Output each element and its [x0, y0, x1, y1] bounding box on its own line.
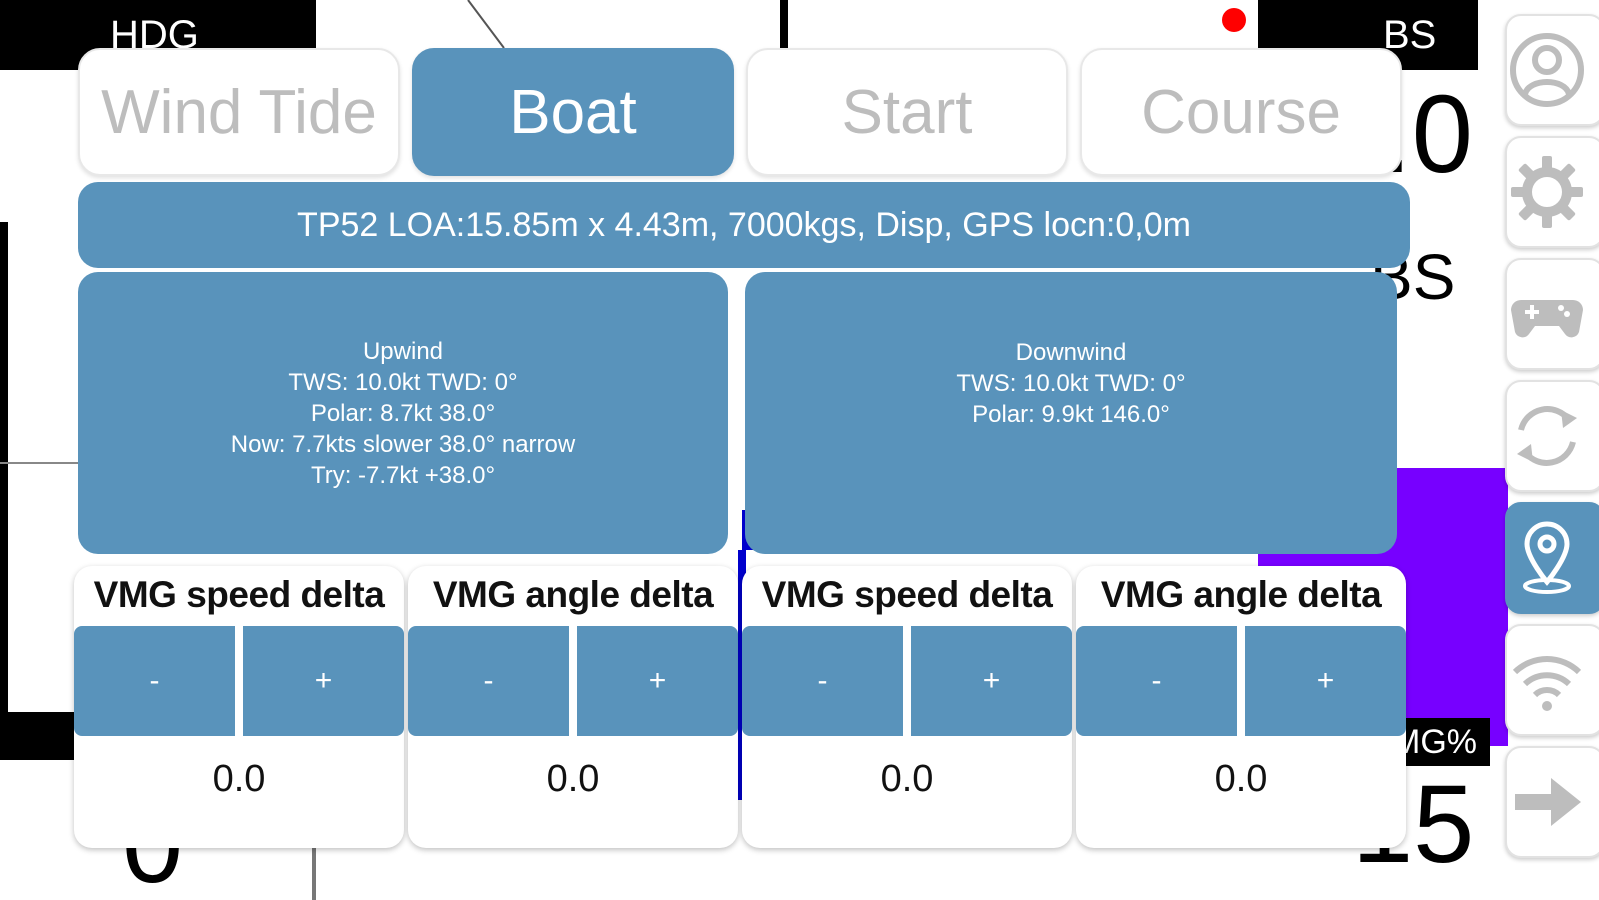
decrement-button[interactable]: - [408, 626, 569, 736]
card-title: VMG angle delta [432, 574, 714, 615]
card-title: VMG speed delta [761, 574, 1053, 615]
tab-course[interactable]: Course [1080, 48, 1402, 176]
wifi-button[interactable] [1505, 624, 1599, 736]
decrement-button[interactable]: - [74, 626, 235, 736]
tab-boat[interactable]: Boat [412, 48, 734, 176]
settings-button[interactable] [1505, 136, 1599, 248]
boat-info-bar[interactable]: TP52 LOA:15.85m x 4.43m, 7000kgs, Disp, … [78, 182, 1410, 268]
vmg-angle-delta-downwind-card: VMG angle delta - + 0.0 [1076, 566, 1406, 848]
delta-value: 0.0 [212, 758, 266, 800]
divider-line [0, 222, 8, 712]
upwind-polar: Polar: 8.7kt 38.0° [310, 399, 496, 427]
increment-button[interactable]: + [577, 626, 738, 736]
delta-value: 0.0 [880, 758, 934, 800]
card-title: VMG speed delta [93, 574, 385, 615]
delta-value: 0.0 [1214, 758, 1268, 800]
vmg-angle-delta-upwind-card: VMG angle delta - + 0.0 [408, 566, 738, 848]
sync-button[interactable] [1505, 380, 1599, 492]
upwind-tws: TWS: 10.0kt TWD: 0° [288, 368, 518, 396]
delta-value: 0.0 [546, 758, 600, 800]
status-dot [1222, 8, 1246, 32]
vmg-pct-label: MG% [1392, 723, 1477, 761]
divider-line [312, 830, 316, 900]
bs-label: BS [1383, 13, 1437, 57]
decrement-button[interactable]: - [1076, 626, 1237, 736]
tab-wind-tide[interactable]: Wind Tide [78, 48, 400, 176]
card-title: VMG angle delta [1100, 574, 1382, 615]
downwind-panel[interactable]: Downwind TWS: 10.0kt TWD: 0° Polar: 9.9k… [745, 272, 1397, 554]
gamepad-icon [1511, 300, 1583, 338]
upwind-title: Upwind [362, 337, 444, 365]
wifi-icon [1512, 656, 1582, 711]
upwind-panel[interactable]: Upwind TWS: 10.0kt TWD: 0° Polar: 8.7kt … [78, 272, 728, 554]
decrement-button[interactable]: - [742, 626, 903, 736]
next-button[interactable] [1505, 746, 1599, 858]
arrow-right-icon [1515, 778, 1581, 826]
boat-info-text: TP52 LOA:15.85m x 4.43m, 7000kgs, Disp, … [297, 205, 1191, 244]
downwind-polar: Polar: 9.9kt 146.0° [972, 400, 1170, 428]
gamepad-button[interactable] [1505, 258, 1599, 370]
location-button[interactable] [1505, 502, 1599, 614]
vmg-speed-delta-downwind-card: VMG speed delta - + 0.0 [742, 566, 1072, 848]
downwind-title: Downwind [1015, 338, 1127, 366]
increment-button[interactable]: + [911, 626, 1072, 736]
sync-icon [1517, 406, 1577, 466]
location-pin-icon [1523, 521, 1571, 594]
upwind-try: Try: -7.7kt +38.0° [310, 461, 496, 489]
divider-line [0, 462, 80, 464]
profile-button[interactable] [1505, 14, 1599, 126]
divider-line-diagonal [467, 0, 505, 49]
user-icon [1510, 33, 1584, 107]
tab-start[interactable]: Start [746, 48, 1068, 176]
increment-button[interactable]: + [1245, 626, 1406, 736]
gear-icon [1511, 156, 1583, 228]
black-bar [0, 712, 80, 760]
vmg-speed-delta-upwind-card: VMG speed delta - + 0.0 [74, 566, 404, 848]
downwind-tws: TWS: 10.0kt TWD: 0° [956, 369, 1186, 397]
divider-line [780, 0, 788, 48]
upwind-now: Now: 7.7kts slower 38.0° narrow [230, 430, 576, 458]
increment-button[interactable]: + [243, 626, 404, 736]
